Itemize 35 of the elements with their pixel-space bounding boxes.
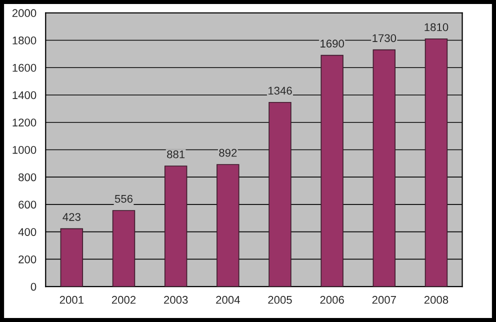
y-tick-label: 1600 — [12, 64, 36, 72]
data-label: 1810 — [424, 23, 448, 32]
y-tick-label: 1800 — [12, 36, 36, 44]
y-tick-label: 1000 — [12, 146, 36, 154]
data-label: 881 — [167, 150, 185, 158]
data-label: 1690 — [320, 40, 344, 48]
data-label: 1730 — [372, 34, 396, 42]
data-label: 556 — [114, 194, 133, 203]
x-tick-label: 2001 — [60, 296, 84, 304]
y-tick-label: 1400 — [12, 91, 36, 100]
bar — [60, 228, 84, 287]
bar — [268, 102, 292, 287]
x-tick-label: 2003 — [164, 296, 188, 304]
y-tick-label: 2000 — [12, 9, 36, 18]
x-tick-label: 2008 — [424, 296, 448, 304]
x-tick-label: 2006 — [320, 296, 344, 304]
bar — [112, 210, 136, 287]
bar — [320, 54, 344, 287]
y-tick-label: 200 — [18, 255, 36, 264]
data-label: 423 — [62, 213, 80, 221]
data-label: 892 — [219, 148, 237, 157]
x-tick-label: 2005 — [268, 296, 292, 304]
y-tick-label: 600 — [18, 200, 36, 209]
y-tick-label: 800 — [18, 173, 36, 182]
bar — [216, 164, 240, 287]
x-tick-label: 2002 — [112, 296, 136, 304]
x-tick-label: 2004 — [216, 296, 240, 304]
bar — [164, 166, 188, 287]
y-tick-label: 400 — [18, 228, 36, 236]
bar — [424, 38, 448, 287]
data-label: 1346 — [268, 86, 292, 95]
x-tick-label: 2007 — [372, 296, 396, 304]
y-tick-label: 1200 — [12, 118, 36, 126]
y-tick-label: 0 — [30, 282, 36, 291]
bar — [372, 49, 396, 287]
